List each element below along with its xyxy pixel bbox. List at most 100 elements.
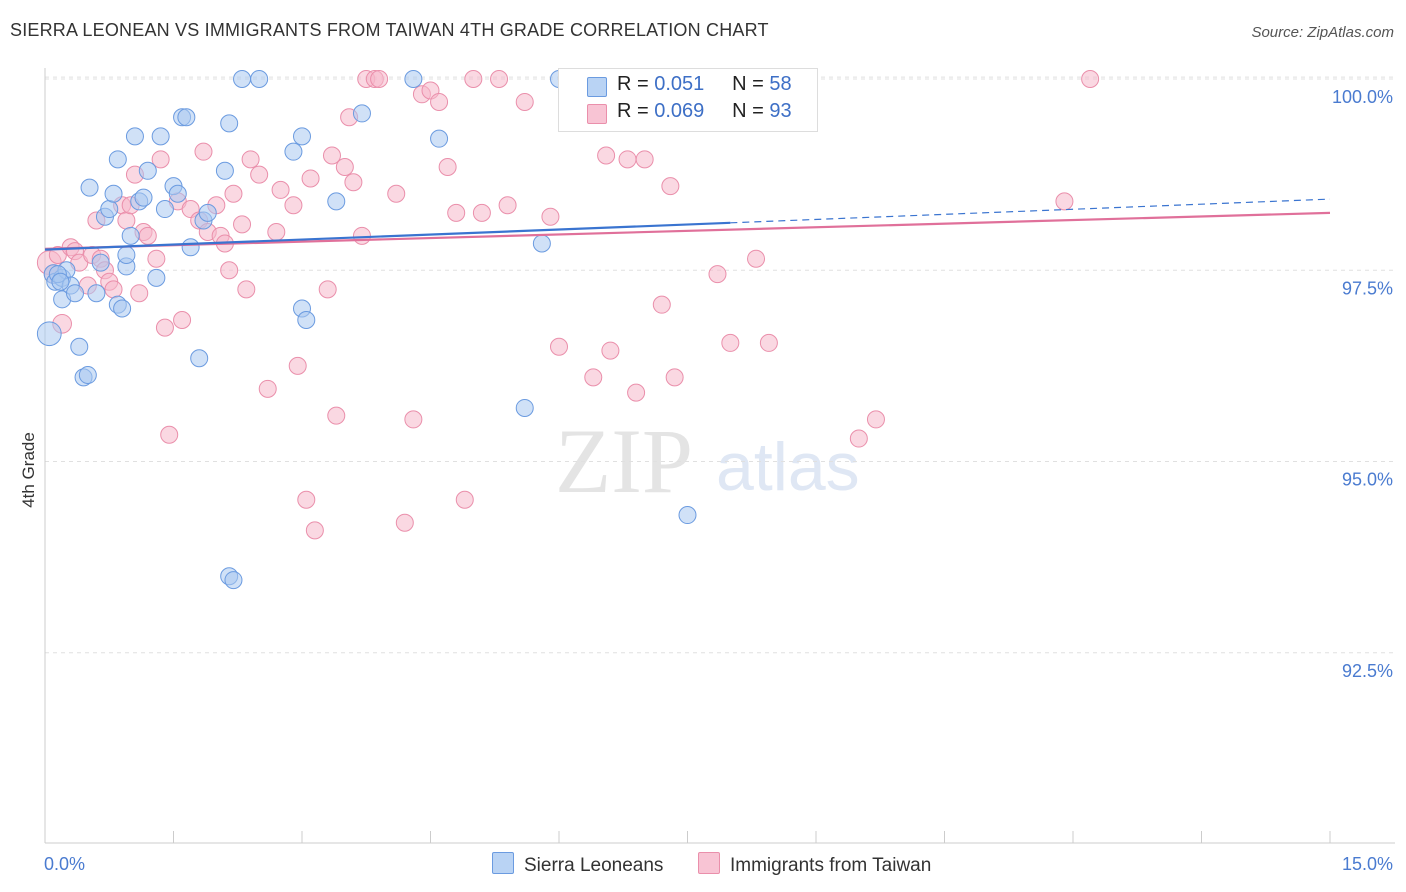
trend-lines: [44, 198, 1331, 251]
point-immigrants-from-taiwan: [430, 92, 449, 111]
point-immigrants-from-taiwan: [104, 280, 123, 299]
point-sierra-leoneans: [168, 184, 187, 203]
point-immigrants-from-taiwan: [515, 92, 534, 111]
point-sierra-leoneans: [297, 310, 316, 329]
point-immigrants-from-taiwan: [160, 425, 179, 444]
point-sierra-leoneans: [134, 188, 153, 207]
point-immigrants-from-taiwan: [1055, 192, 1074, 211]
point-sierra-leoneans: [91, 253, 110, 272]
point-sierra-leoneans: [233, 70, 252, 88]
point-immigrants-from-taiwan: [194, 142, 213, 161]
point-immigrants-from-taiwan: [635, 150, 654, 169]
point-sierra-leoneans: [293, 127, 311, 146]
point-sierra-leoneans: [108, 150, 127, 169]
point-sierra-leoneans: [147, 268, 166, 287]
point-sierra-leoneans: [678, 506, 697, 525]
point-immigrants-from-taiwan: [447, 203, 466, 222]
point-immigrants-from-taiwan: [1081, 70, 1100, 88]
point-sierra-leoneans: [151, 127, 170, 146]
point-immigrants-from-taiwan: [472, 203, 491, 222]
point-immigrants-from-taiwan: [258, 379, 277, 398]
point-immigrants-from-taiwan: [438, 157, 457, 176]
point-immigrants-from-taiwan: [849, 429, 868, 448]
point-sierra-leoneans: [65, 284, 84, 303]
legend-r-value: 0.051: [654, 73, 705, 95]
point-immigrants-from-taiwan: [618, 150, 637, 169]
point-immigrants-from-taiwan: [490, 70, 509, 88]
point-immigrants-from-taiwan: [498, 196, 517, 215]
point-immigrants-from-taiwan: [541, 207, 560, 226]
bottom-legend-label: Sierra Leoneans: [524, 855, 664, 876]
point-immigrants-from-taiwan: [550, 337, 568, 356]
point-immigrants-from-taiwan: [866, 410, 885, 429]
trend-line-sierra-leoneans-extension: [730, 198, 1331, 224]
point-sierra-leoneans: [224, 571, 243, 590]
correlation-legend: R = 0.051 N = 58 R = 0.069 N = 93: [558, 68, 818, 132]
point-immigrants-from-taiwan: [708, 265, 727, 284]
bottom-legend-swatch-blue: [492, 852, 514, 874]
point-immigrants-from-taiwan: [464, 70, 483, 88]
point-immigrants-from-taiwan: [370, 70, 389, 88]
point-immigrants-from-taiwan: [747, 249, 766, 268]
point-sierra-leoneans: [80, 178, 99, 197]
point-immigrants-from-taiwan: [652, 295, 671, 314]
point-sierra-leoneans: [177, 108, 196, 127]
point-immigrants-from-taiwan: [301, 169, 320, 188]
point-immigrants-from-taiwan: [151, 150, 170, 169]
point-sierra-leoneans: [100, 200, 119, 219]
y-axis-label: 4th Grade: [19, 432, 38, 508]
point-immigrants-from-taiwan: [220, 261, 239, 280]
watermark-atlas: atlas: [716, 429, 860, 505]
point-sierra-leoneans: [284, 142, 303, 161]
point-immigrants-from-taiwan: [224, 184, 243, 203]
point-sierra-leoneans: [117, 245, 136, 264]
point-immigrants-from-taiwan: [250, 165, 269, 184]
point-immigrants-from-taiwan: [387, 184, 406, 203]
bottom-legend-immigrants-from-taiwan: Immigrants from Taiwan: [698, 852, 931, 877]
point-sierra-leoneans: [155, 200, 174, 219]
point-immigrants-from-taiwan: [305, 521, 324, 540]
legend-swatch-pink: [587, 104, 607, 124]
point-immigrants-from-taiwan: [721, 333, 740, 352]
trend-line-sierra-leoneans: [44, 221, 731, 251]
point-immigrants-from-taiwan: [130, 284, 149, 303]
legend-n-label: N =: [732, 73, 770, 95]
legend-n-value: 58: [769, 73, 792, 95]
point-sierra-leoneans: [250, 70, 269, 88]
bottom-legend-label: Immigrants from Taiwan: [730, 855, 932, 876]
legend-r-label: R =: [617, 73, 655, 95]
point-sierra-leoneans: [215, 161, 234, 180]
x-tick-label: 0.0%: [44, 854, 85, 874]
chart-title: SIERRA LEONEAN VS IMMIGRANTS FROM TAIWAN…: [10, 20, 769, 40]
point-immigrants-from-taiwan: [335, 157, 354, 176]
point-immigrants-from-taiwan: [155, 318, 174, 337]
point-sierra-leoneans: [113, 299, 132, 318]
point-sierra-leoneans: [532, 234, 551, 253]
series-sierra-leoneans: [36, 70, 697, 590]
point-sierra-leoneans: [352, 104, 371, 123]
source-label: Source: ZipAtlas.com: [1251, 24, 1394, 41]
point-sierra-leoneans: [220, 114, 239, 133]
point-immigrants-from-taiwan: [344, 173, 363, 192]
point-immigrants-from-taiwan: [318, 280, 337, 299]
point-sierra-leoneans: [198, 203, 217, 222]
point-immigrants-from-taiwan: [241, 150, 260, 169]
point-sierra-leoneans: [138, 161, 157, 180]
point-immigrants-from-taiwan: [297, 490, 316, 509]
point-sierra-leoneans: [51, 272, 70, 291]
point-sierra-leoneans: [70, 337, 89, 356]
trend-line-immigrants-from-taiwan: [44, 211, 1331, 250]
legend-n-label: N =: [732, 100, 770, 122]
y-tick-label: 92.5%: [1342, 661, 1393, 681]
legend-r-value: 0.069: [654, 100, 705, 122]
point-immigrants-from-taiwan: [352, 226, 371, 245]
point-sierra-leoneans: [121, 226, 140, 245]
point-immigrants-from-taiwan: [584, 368, 603, 387]
legend-n-value: 93: [769, 100, 792, 122]
point-immigrants-from-taiwan: [759, 333, 778, 352]
legend-r-label: R =: [617, 100, 655, 122]
x-tick-label: 15.0%: [1342, 854, 1393, 874]
point-immigrants-from-taiwan: [627, 383, 646, 402]
point-immigrants-from-taiwan: [327, 406, 346, 425]
